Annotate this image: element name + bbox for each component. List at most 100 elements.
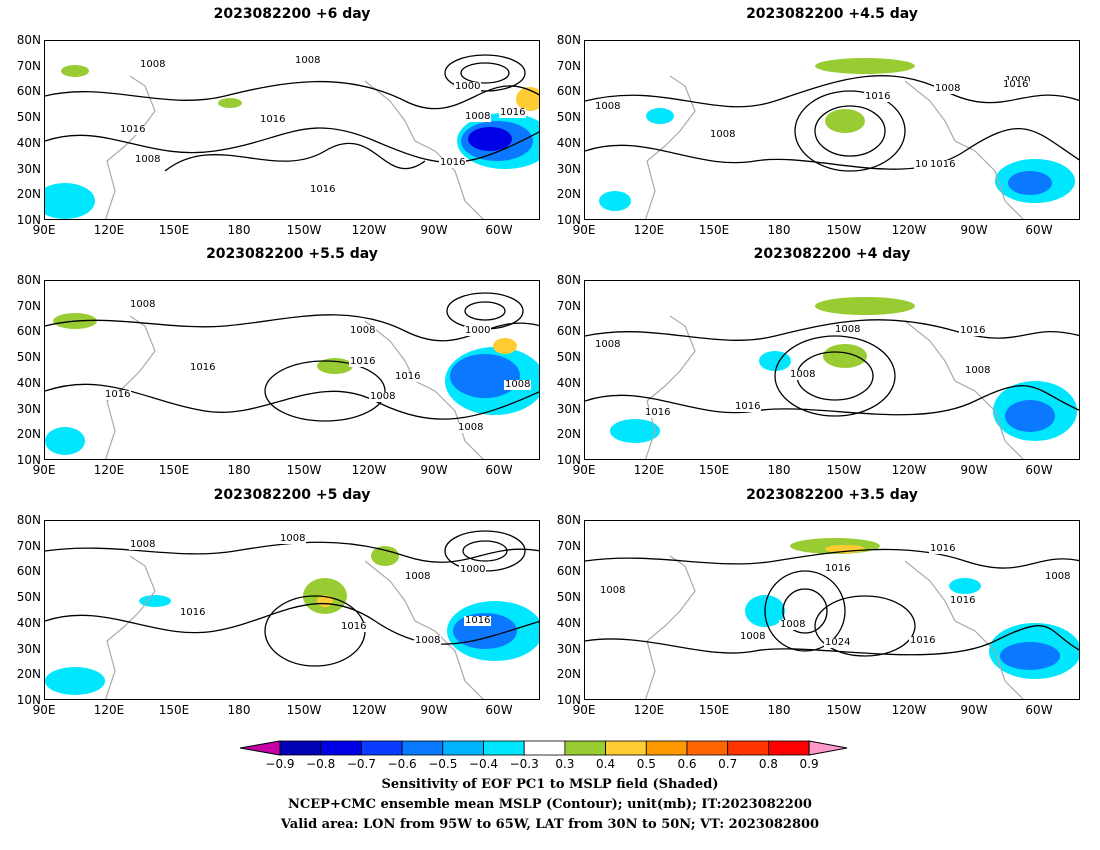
lat-tick-label: 50N <box>556 350 581 365</box>
colorbar-segment <box>279 740 322 756</box>
lat-tick-label: 60N <box>16 84 41 99</box>
lon-tick-label: 180 <box>767 463 791 477</box>
footer-line-2: NCEP+CMC ensemble mean MSLP (Contour); u… <box>288 797 812 812</box>
lon-tick-label: 90W <box>960 703 988 717</box>
colorbar-segment <box>320 740 362 756</box>
lat-tick-label: 50N <box>16 110 41 125</box>
contour-value-label: 1016 <box>824 563 852 574</box>
panel-title-2: 2023082200 +4.5 day <box>746 6 918 22</box>
panel-title-6: 2023082200 +3.5 day <box>746 487 918 503</box>
lon-tick-label: 180 <box>227 463 251 477</box>
panel-title-3: 2023082200 +5.5 day <box>206 246 378 262</box>
colorbar-segment <box>727 740 769 756</box>
colorbar-segment <box>768 740 810 756</box>
colorbar-tick-label: 0.6 <box>677 757 697 771</box>
contour-value-label: 1008 <box>779 619 807 630</box>
lat-tick-label: 80N <box>556 513 581 527</box>
colorbar-tick-label: 0.4 <box>596 757 616 771</box>
contour-value-label: 1008 <box>1044 571 1072 582</box>
contour-value-label: 1016 <box>949 595 977 606</box>
lat-tick-label: 20N <box>16 667 41 682</box>
lat-tick-label: 40N <box>556 375 581 390</box>
lon-tick-label: 150W <box>826 223 862 237</box>
colorbar-segment <box>605 740 647 756</box>
map-svg-1 <box>45 54 539 219</box>
lon-tick-label: 60W <box>1025 223 1053 237</box>
contour-value-label: 1008 <box>594 101 622 112</box>
colorbar-tick-label: 0.9 <box>799 757 819 771</box>
colorbar-tick-label: 0.3 <box>555 757 575 771</box>
contour-value-label: 1016 <box>464 615 492 626</box>
shading-layer <box>599 58 1075 211</box>
contour-value-label: 1008 <box>934 83 962 94</box>
lat-tick-label: 40N <box>556 615 581 630</box>
map-svg-2 <box>585 58 1079 219</box>
colorbar-tick-label: −0.5 <box>428 757 458 771</box>
lat-tick-label: 20N <box>556 427 581 442</box>
lon-tick-label: 90E <box>572 223 596 237</box>
coastline-layer <box>645 315 1024 459</box>
contour-value-label: 1008 <box>594 339 622 350</box>
lon-tick-label: 90E <box>32 223 56 237</box>
contour-value-label: 1008 <box>129 539 157 550</box>
lon-tick-label: 150E <box>158 703 190 717</box>
lat-tick-label: 10N <box>16 692 41 707</box>
contour-value-label: 1016 <box>119 124 147 135</box>
lon-tick-label: 150E <box>698 703 730 717</box>
lat-tick-label: 10N <box>556 452 581 467</box>
lon-tick-label: 90E <box>572 703 596 717</box>
colorbar-tick-label: 0.5 <box>636 757 656 771</box>
lon-tick-label: 60W <box>1025 463 1053 477</box>
lat-tick-label: 80N <box>16 513 41 527</box>
lon-tick-label: 120E <box>633 463 665 477</box>
colorbar-tick-label: −0.7 <box>346 757 376 771</box>
lon-tick-label: 150W <box>286 463 322 477</box>
map-svg-3 <box>45 292 539 459</box>
colorbar-tick-label: 0.8 <box>758 757 778 771</box>
lat-tick-label: 70N <box>16 58 41 73</box>
contour-value-label: 1008 <box>504 379 532 390</box>
contour-layer <box>585 75 1079 172</box>
lon-tick-label: 90W <box>420 463 448 477</box>
lon-tick-label: 150W <box>826 703 862 717</box>
lat-tick-label: 10N <box>16 212 41 227</box>
contour-value-label: 1008 <box>134 154 162 165</box>
lon-tick-label: 60W <box>485 703 513 717</box>
lat-tick-label: 80N <box>16 273 41 287</box>
contour-value-label: 1000 <box>454 81 482 92</box>
map-svg-6 <box>585 538 1079 699</box>
lat-tick-label: 70N <box>16 538 41 553</box>
lon-tick-label: 120W <box>351 463 387 477</box>
contour-value-label: 1008 <box>404 571 432 582</box>
shading-layer <box>45 65 539 219</box>
lat-tick-label: 70N <box>556 298 581 313</box>
lat-tick-label: 30N <box>16 401 41 416</box>
lat-tick-label: 10N <box>556 212 581 227</box>
map-panel-6 <box>584 520 1080 700</box>
lon-tick-label: 90E <box>32 703 56 717</box>
contour-value-label: 1016 <box>644 407 672 418</box>
contour-value-label: 1016 <box>340 621 368 632</box>
lon-tick-label: 120W <box>891 463 927 477</box>
lon-tick-label: 150W <box>286 703 322 717</box>
contour-value-label: 1000 <box>459 564 487 575</box>
coastline-layer <box>645 75 1024 219</box>
colorbar-tick-label: −0.4 <box>468 757 499 771</box>
lat-tick-label: 30N <box>16 641 41 656</box>
coastline-layer <box>105 75 484 219</box>
contour-value-label: 1008 <box>709 129 737 140</box>
colorbar-segment <box>523 740 566 756</box>
contour-value-label: 1016 <box>864 91 892 102</box>
contour-value-label: 1008 <box>789 369 817 380</box>
lon-tick-label: 180 <box>227 703 251 717</box>
lon-tick-label: 90W <box>420 223 448 237</box>
lon-tick-label: 120W <box>891 223 927 237</box>
map-panel-2 <box>584 40 1080 220</box>
contour-value-label: 1016 <box>349 356 377 367</box>
coastline-layer <box>645 555 1024 699</box>
lat-tick-label: 40N <box>16 615 41 630</box>
lon-tick-label: 60W <box>1025 703 1053 717</box>
colorbar-tick-label: −0.3 <box>509 757 539 771</box>
lat-tick-label: 30N <box>556 401 581 416</box>
contour-value-label: 1016 <box>914 159 942 170</box>
